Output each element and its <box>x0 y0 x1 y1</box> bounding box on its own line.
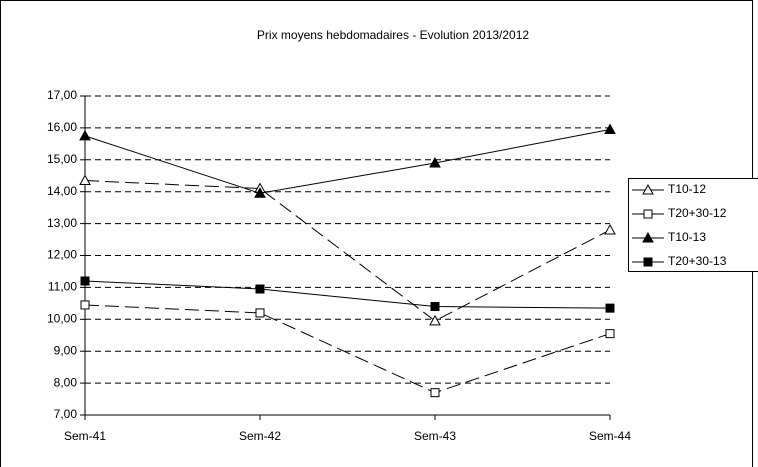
marker <box>430 388 440 398</box>
legend-label: T20+30-13 <box>668 254 727 268</box>
legend-marker <box>642 231 654 243</box>
y-tick-label: 13,00 <box>47 216 77 230</box>
marker <box>254 187 266 198</box>
marker <box>430 302 440 312</box>
y-tick-label: 12,00 <box>47 248 77 262</box>
y-tick-label: 7,00 <box>54 407 78 421</box>
y-tick-label: 9,00 <box>54 343 78 357</box>
marker <box>255 284 265 294</box>
y-tick-label: 8,00 <box>54 375 78 389</box>
marker <box>604 223 616 235</box>
x-tick-label: Sem-44 <box>589 429 631 443</box>
x-tick-label: Sem-41 <box>64 429 106 443</box>
y-tick-label: 10,00 <box>47 311 77 325</box>
series-line <box>84 280 611 309</box>
marker <box>79 174 91 186</box>
marker <box>604 123 616 134</box>
x-tick-label: Sem-42 <box>239 429 281 443</box>
marker <box>80 300 90 310</box>
legend-marker <box>642 183 654 195</box>
y-tick-label: 14,00 <box>47 184 77 198</box>
series-line <box>84 129 611 194</box>
marker <box>429 314 441 326</box>
marker <box>255 308 265 318</box>
marker <box>429 156 441 168</box>
legend-label: T10-13 <box>668 230 706 244</box>
legend-marker <box>643 257 653 267</box>
y-tick-label: 16,00 <box>47 120 77 134</box>
marker <box>80 276 90 286</box>
legend-label: T10-12 <box>668 182 706 196</box>
marker <box>79 129 91 141</box>
legend-label: T20+30-12 <box>668 206 727 220</box>
series-line <box>84 180 611 322</box>
chart-title: Prix moyens hebdomadaires - Evolution 20… <box>257 28 529 42</box>
y-tick-label: 15,00 <box>47 152 77 166</box>
series-line <box>84 304 611 394</box>
y-tick-label: 17,00 <box>47 88 77 102</box>
legend: T10-12 T20+30-12 T10-13 T20+30-13 <box>628 178 758 272</box>
marker <box>605 329 615 339</box>
marker <box>605 303 615 313</box>
x-tick-label: Sem-43 <box>414 429 456 443</box>
legend-marker <box>643 209 653 219</box>
y-tick-label: 11,00 <box>48 280 77 294</box>
